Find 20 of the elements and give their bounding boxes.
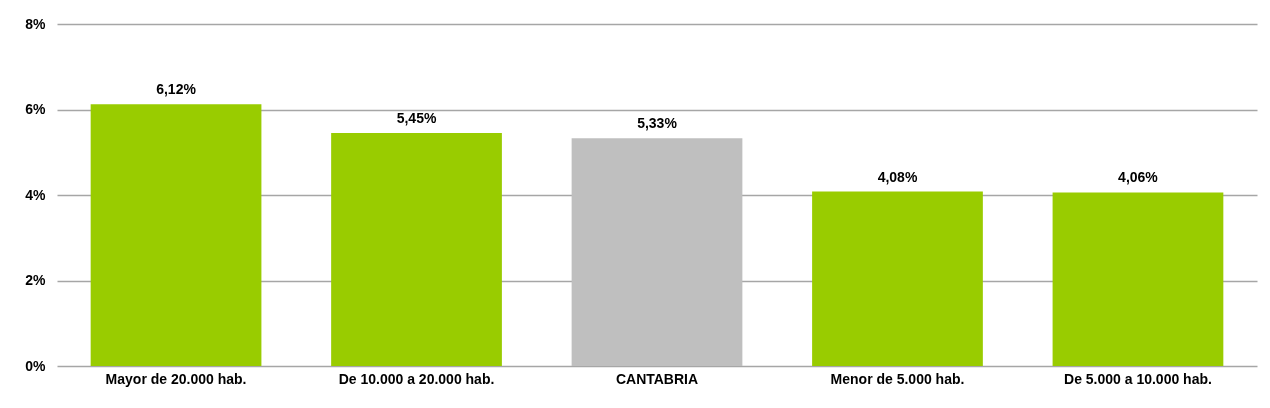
data-label: 4,08%	[877, 168, 918, 185]
y-tick-label: 4%	[25, 186, 47, 203]
x-tick-label: Menor de 5.000 hab.	[830, 370, 965, 387]
data-label: 4,06%	[1118, 169, 1159, 186]
x-tick-label: De 5.000 a 10.000 hab.	[1064, 370, 1212, 387]
y-tick-label: 0%	[25, 357, 47, 374]
bar	[331, 133, 502, 366]
data-label: 5,45%	[396, 110, 437, 127]
data-label: 5,33%	[637, 115, 678, 132]
x-tick-label: CANTABRIA	[615, 370, 699, 387]
bar	[812, 191, 983, 366]
bar	[571, 138, 743, 366]
bar	[1052, 192, 1224, 366]
y-tick-label: 8%	[25, 15, 47, 32]
y-tick-label: 6%	[25, 101, 47, 117]
y-tick-label: 2%	[25, 272, 47, 288]
data-label: 6,12%	[156, 81, 197, 98]
bar	[90, 104, 262, 366]
x-tick-label: De 10.000 a 20.000 hab.	[338, 370, 495, 387]
x-tick-label: Mayor de 20.000 hab.	[105, 370, 247, 387]
